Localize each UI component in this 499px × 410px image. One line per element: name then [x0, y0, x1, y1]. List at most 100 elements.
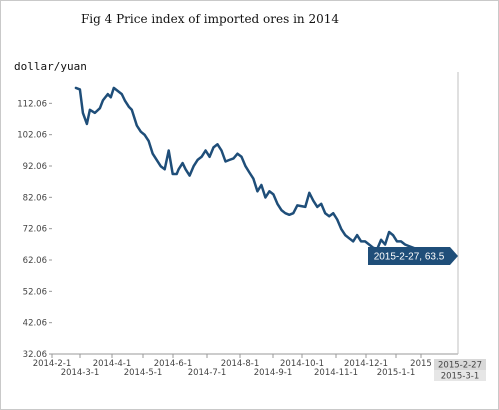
data-point: [216, 143, 219, 146]
data-point: [400, 240, 402, 243]
data-point: [75, 87, 77, 89]
y-tick-label: 32.06: [23, 350, 47, 360]
y-tick-label: 82.06: [23, 193, 47, 203]
data-point: [256, 190, 259, 193]
data-point: [121, 93, 123, 95]
x-tick-label-upper: 2014-4-1: [93, 359, 132, 369]
x-tick-label-lower: 2014-3-1: [61, 368, 100, 378]
data-point: [208, 156, 211, 158]
series-line: [74, 86, 448, 257]
x-tick-label-upper: 2014-6-1: [154, 359, 193, 369]
data-point: [192, 165, 195, 167]
x-tick-label-lower: 2014-7-1: [188, 368, 227, 378]
data-point: [79, 88, 81, 91]
data-point: [408, 245, 410, 247]
tooltip-box: [368, 247, 458, 265]
data-point: [124, 99, 126, 102]
x-tick-label-upper: 2015: [410, 359, 432, 369]
data-point: [252, 177, 255, 180]
x-tick-label-upper: 2014-10-1: [280, 359, 324, 369]
data-point: [324, 212, 327, 214]
y-tick-label: 102.06: [17, 131, 47, 141]
data-point: [268, 190, 271, 193]
data-point: [316, 206, 319, 208]
data-point: [384, 243, 386, 246]
data-point: [296, 204, 299, 207]
data-point: [264, 196, 267, 199]
data-point: [196, 159, 199, 161]
data-point: [212, 146, 215, 149]
data-point: [244, 165, 247, 167]
y-tick-label: 92.06: [23, 162, 47, 172]
x-tick-label-lower: 2014-11-1: [314, 368, 358, 378]
data-point: [364, 240, 366, 243]
data-point: [151, 152, 154, 155]
data-point: [304, 206, 307, 208]
data-point: [102, 99, 104, 102]
data-point: [308, 192, 311, 194]
data-point: [232, 157, 235, 160]
x-tick-label-upper: 2014-8-1: [221, 359, 260, 369]
data-point: [171, 173, 174, 175]
data-point: [175, 173, 178, 175]
y-tick-label: 72.06: [23, 225, 47, 235]
data-point: [117, 90, 119, 92]
data-point: [396, 240, 398, 243]
data-point: [336, 218, 339, 221]
x-tick-label-upper: 2014-2-1: [33, 359, 72, 369]
data-point: [181, 162, 184, 164]
data-point: [280, 209, 283, 211]
data-point: [288, 214, 291, 216]
data-point: [204, 149, 207, 152]
data-point: [392, 234, 394, 236]
data-point: [380, 239, 382, 241]
data-point: [143, 134, 146, 136]
x-tick-label-lower: 2014-9-1: [254, 368, 293, 378]
data-point: [220, 149, 223, 152]
series-group: [74, 86, 448, 257]
data-point: [136, 124, 138, 127]
data-point: [107, 93, 109, 95]
data-point: [312, 199, 315, 202]
data-point: [140, 130, 142, 133]
data-point: [200, 156, 203, 158]
chart-title: Fig 4 Price index of imported ores in 20…: [80, 12, 340, 26]
data-point: [404, 243, 406, 246]
crosshair-x-labels: 2015-2-27 2015-3-1: [434, 359, 486, 382]
data-point: [188, 174, 191, 177]
y-tick-label: 42.06: [23, 319, 47, 329]
crosshair-label-box-upper: [434, 359, 486, 370]
crosshair-label-lower: 2015-3-1: [441, 372, 480, 382]
data-point: [368, 243, 370, 246]
data-point: [328, 215, 331, 218]
data-point: [320, 203, 323, 205]
tooltip: 2015-2-27, 63.5: [368, 247, 458, 265]
data-point: [159, 165, 162, 167]
data-point: [240, 156, 243, 158]
data-point: [276, 203, 279, 205]
data-point: [348, 237, 351, 240]
data-point: [113, 87, 115, 89]
y-axis-label: dollar/yuan: [14, 60, 87, 73]
data-point: [163, 168, 166, 171]
data-point: [292, 212, 295, 214]
x-tick-label-lower: 2014-5-1: [124, 368, 163, 378]
y-tick-label: 62.06: [23, 256, 47, 266]
data-point: [131, 109, 133, 111]
data-point: [248, 171, 251, 174]
data-point: [236, 152, 239, 155]
data-point: [167, 149, 170, 152]
crosshair-label-box-lower: [434, 370, 486, 381]
data-point: [110, 96, 112, 99]
data-point: [89, 109, 91, 111]
data-point: [147, 140, 150, 142]
data-point: [356, 234, 358, 236]
data-point: [128, 105, 130, 108]
data-point: [344, 234, 347, 236]
data-point: [388, 231, 390, 233]
data-point: [94, 112, 96, 114]
data-point: [352, 240, 355, 243]
data-point: [260, 184, 263, 186]
data-point: [99, 107, 101, 109]
